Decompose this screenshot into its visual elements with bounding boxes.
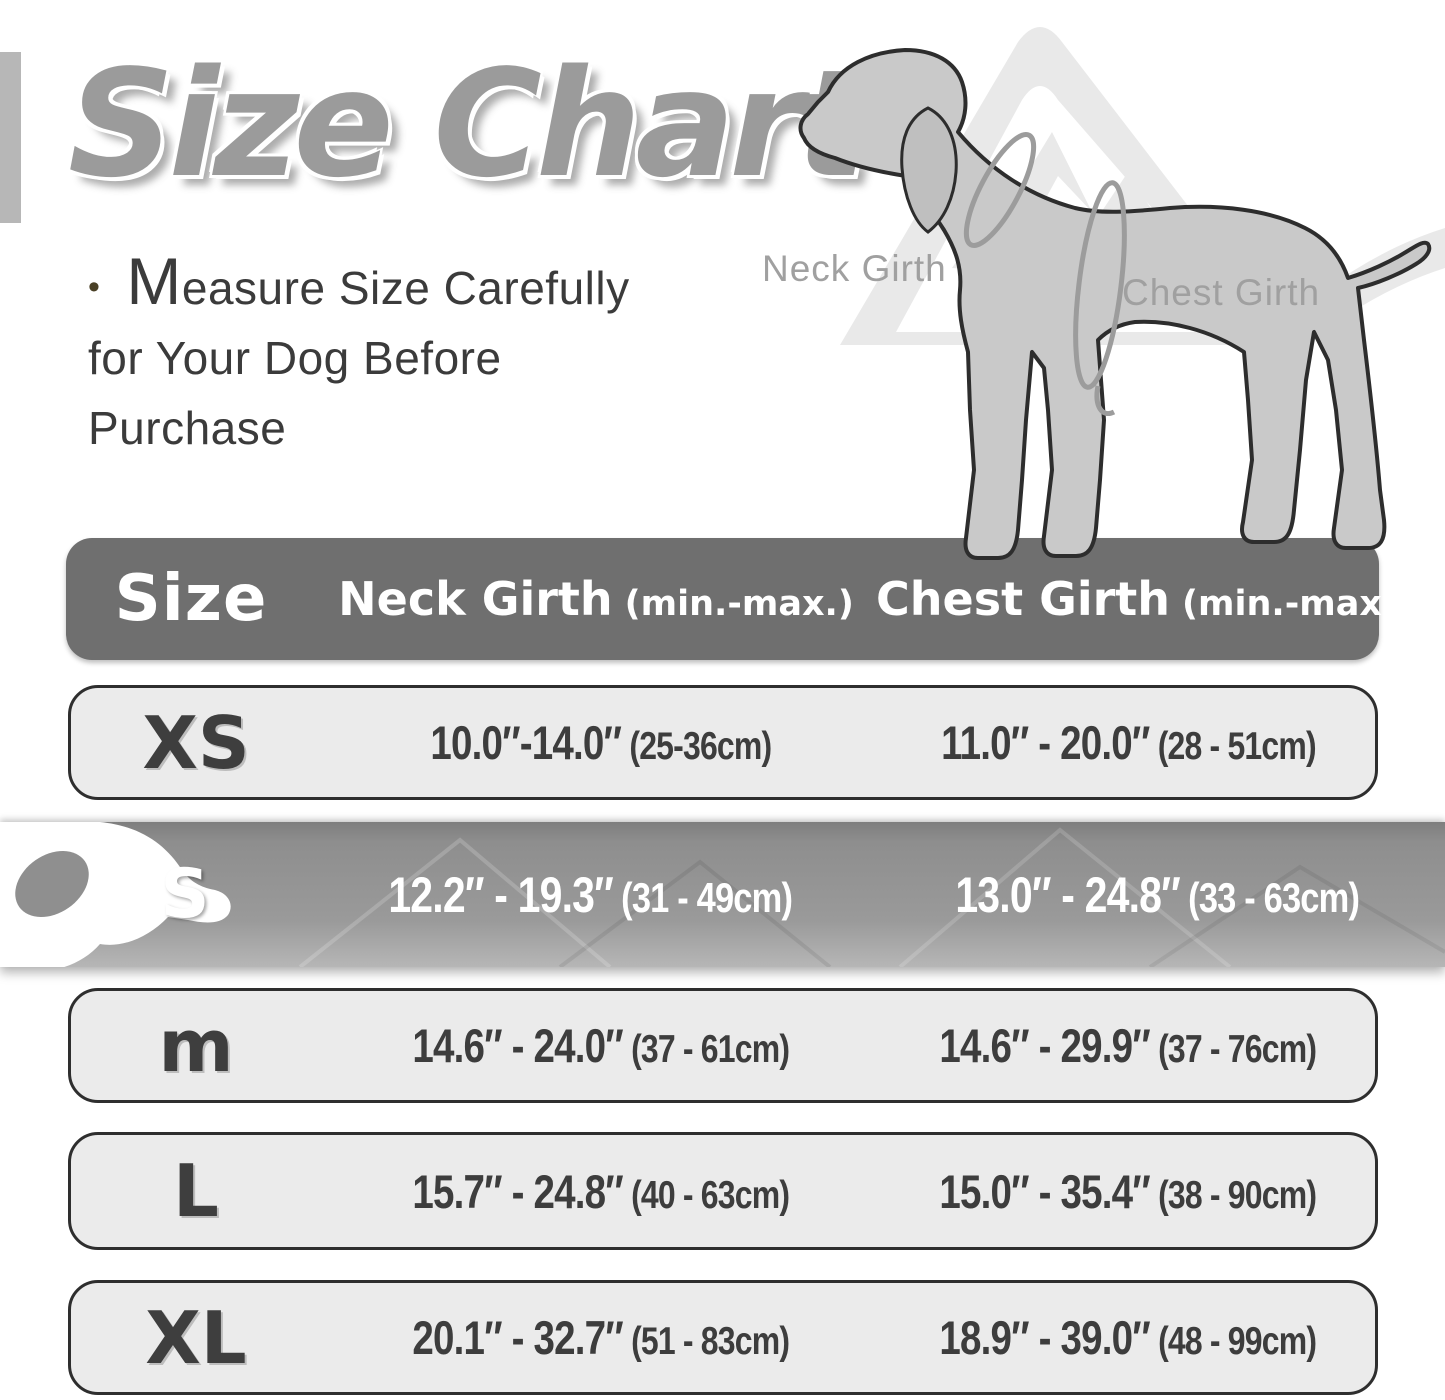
note-line-2: for Your Dog Before xyxy=(88,332,502,384)
chest-girth-label: Chest Girth xyxy=(1122,272,1321,313)
chest-girth-value: 11.0″ - 20.0″ (28 - 51cm) xyxy=(940,716,1316,769)
page-title: Size Chart xyxy=(68,38,867,210)
header-size: Size xyxy=(114,562,268,636)
note-text: Measure Size Carefully xyxy=(126,244,630,318)
dog-silhouette xyxy=(798,48,1432,560)
chest-girth-value: 15.0″ - 35.4″ (38 - 90cm) xyxy=(939,1164,1318,1218)
note-line-1: • Measure Size Carefully xyxy=(88,246,708,323)
table-header: Size Neck Girth (min.-max.) Chest Girth … xyxy=(66,538,1411,660)
neck-girth-value: 14.6″ - 24.0″ (37 - 61cm) xyxy=(412,1019,791,1072)
header-chest-girth: Chest Girth (min.-max.) xyxy=(876,572,1412,626)
neck-girth-loop xyxy=(963,132,1037,248)
neck-girth-value: 10.0″-14.0″ (25-36cm) xyxy=(430,716,773,769)
measure-note: • Measure Size Carefully for Your Dog Bef… xyxy=(88,246,708,463)
neck-girth-label: Neck Girth xyxy=(762,248,947,289)
table-row-s-highlighted: S 12.2″ - 19.3″ (31 - 49cm) 13.0″ - 24.8″… xyxy=(0,822,1445,967)
size-label: S xyxy=(160,855,210,934)
neck-girth-value: 15.7″ - 24.8″ (40 - 63cm) xyxy=(412,1164,791,1218)
size-label: XS xyxy=(142,700,250,785)
size-label: L xyxy=(173,1149,219,1233)
chest-girth-value: 14.6″ - 29.9″ (37 - 76cm) xyxy=(939,1019,1318,1072)
left-accent-bar xyxy=(0,52,21,223)
table-row-m: m 14.6″ - 24.0″ (37 - 61cm) 14.6″ - 29.9″… xyxy=(68,988,1378,1103)
table-row-xs: XS 10.0″-14.0″ (25-36cm) 11.0″ - 20.0″ (28… xyxy=(68,685,1378,800)
dog-ear xyxy=(900,106,958,234)
neck-girth-value: 12.2″ - 19.3″ (31 - 49cm) xyxy=(388,866,793,923)
note-line-3: Purchase xyxy=(88,402,287,454)
chest-girth-value: 18.9″ - 39.0″ (48 - 99cm) xyxy=(939,1311,1318,1364)
header-neck-girth: Neck Girth (min.-max.) xyxy=(338,572,854,626)
bullet-dot: • xyxy=(88,268,101,306)
size-label: XL xyxy=(145,1295,247,1380)
size-label: m xyxy=(158,1003,234,1088)
chest-girth-value: 13.0″ - 24.8″ (33 - 63cm) xyxy=(955,866,1361,923)
table-row-xl: XL 20.1″ - 32.7″ (51 - 83cm) 18.9″ - 39.0… xyxy=(68,1280,1378,1395)
neck-girth-value: 20.1″ - 32.7″ (51 - 83cm) xyxy=(412,1311,791,1364)
table-row-l: L 15.7″ - 24.8″ (40 - 63cm) 15.0″ - 35.4″… xyxy=(68,1132,1378,1250)
